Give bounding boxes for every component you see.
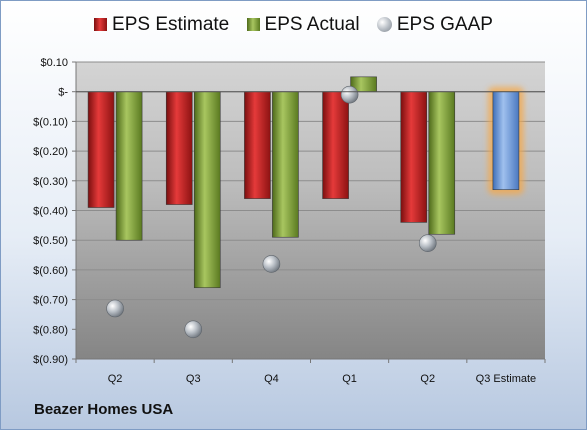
- bar-eps-actual: [428, 91, 456, 235]
- legend-label-gaap: EPS GAAP: [396, 14, 493, 35]
- bar-eps-estimate: [165, 91, 193, 205]
- x-tick-label: Q3 Estimate: [476, 373, 537, 385]
- legend-swatch-actual: [246, 18, 260, 31]
- gaap-point: [340, 85, 359, 104]
- y-tick-label: $(0.20): [33, 146, 68, 158]
- x-tick-label: Q4: [264, 373, 279, 385]
- legend-label-actual: EPS Actual: [264, 14, 360, 35]
- gaap-point: [106, 299, 124, 318]
- legend-swatch-estimate: [94, 18, 108, 31]
- gaap-point: [418, 234, 437, 252]
- x-tick-label: Q1: [342, 373, 357, 385]
- x-tick-label: Q3: [186, 373, 201, 385]
- bar-eps-estimate: [400, 91, 428, 223]
- y-tick-label: $(0.70): [33, 295, 68, 307]
- legend-item-actual: EPS Actual: [246, 14, 360, 36]
- x-tick-label: Q2: [420, 373, 435, 385]
- x-tick-label: Q2: [108, 373, 123, 385]
- legend-item-gaap: EPS GAAP: [376, 14, 493, 36]
- bar-eps-actual: [193, 91, 221, 289]
- company-name: Beazer Homes USA: [34, 401, 174, 418]
- y-tick-label: $0.10: [40, 57, 68, 69]
- gaap-points: [106, 85, 437, 339]
- x-axis-labels: Q2 Q3 Q4 Q1 Q2 Q3 Estimate: [108, 373, 536, 385]
- y-tick-label: $(0.90): [33, 354, 68, 366]
- bar-eps-actual: [272, 91, 299, 238]
- gridlines: [72, 61, 546, 363]
- y-axis-labels: $0.10 $- $(0.10) $(0.20) $(0.30) $(0.40) $(0.5…: [33, 57, 68, 366]
- bar-eps-estimate: [244, 91, 271, 199]
- legend-swatch-gaap: [376, 17, 392, 32]
- y-tick-label: $-: [58, 87, 68, 99]
- y-tick-label: $(0.80): [33, 324, 68, 336]
- bar-eps-estimate: [87, 91, 115, 208]
- gaap-point: [262, 255, 281, 273]
- chart-legend: EPS Estimate EPS Actual EPS GAAP: [0, 14, 587, 36]
- bar-eps-actual: [115, 91, 143, 241]
- y-tick-label: $(0.30): [33, 176, 68, 188]
- bar-eps-forecast: [492, 91, 520, 191]
- legend-item-estimate: EPS Estimate: [94, 14, 229, 36]
- bar-eps-estimate: [322, 91, 349, 199]
- legend-label-estimate: EPS Estimate: [112, 14, 230, 35]
- y-tick-label: $(0.60): [33, 265, 68, 277]
- y-tick-label: $(0.50): [33, 235, 68, 247]
- y-tick-label: $(0.40): [33, 206, 68, 218]
- bars: [87, 76, 524, 289]
- gaap-point: [184, 320, 203, 339]
- y-tick-label: $(0.10): [33, 116, 68, 128]
